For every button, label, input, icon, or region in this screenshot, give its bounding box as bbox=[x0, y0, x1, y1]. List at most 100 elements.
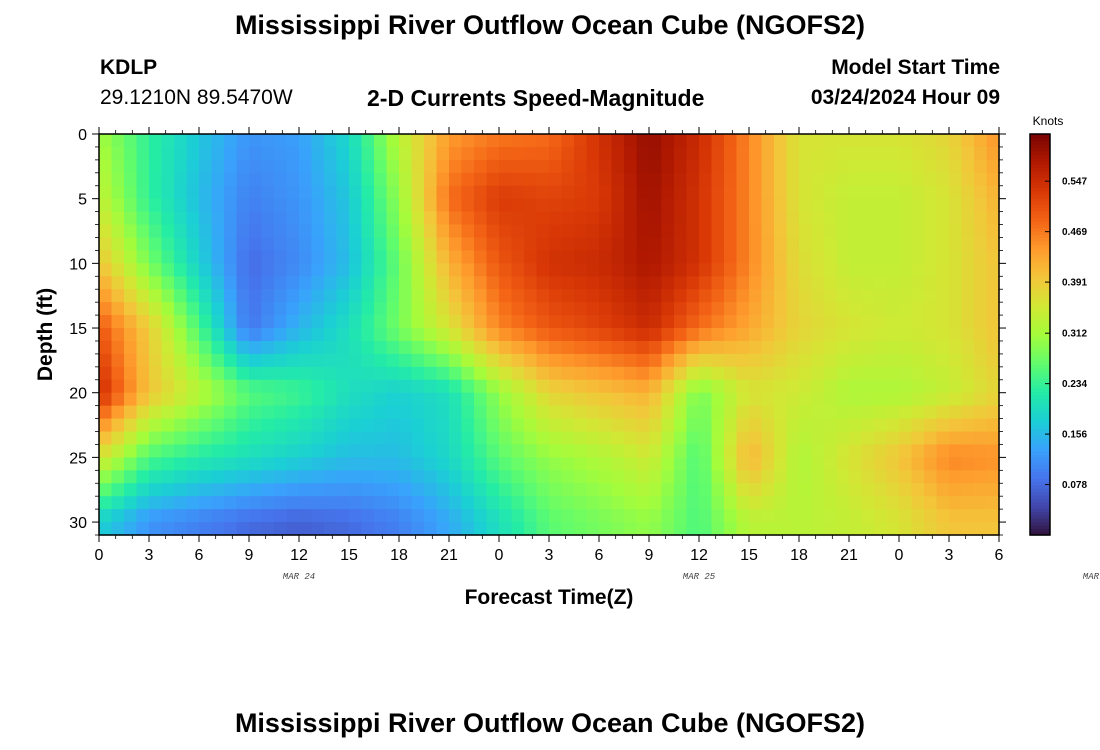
heatmap-cell bbox=[511, 483, 525, 497]
heatmap-cell bbox=[599, 366, 613, 381]
heatmap-cell bbox=[249, 263, 263, 277]
heatmap-cell bbox=[136, 444, 150, 458]
heatmap-cell bbox=[899, 431, 913, 446]
heatmap-cell bbox=[874, 146, 888, 161]
colorbar-segment bbox=[1030, 451, 1050, 456]
heatmap-cell bbox=[861, 431, 875, 446]
heatmap-cell bbox=[199, 211, 213, 226]
heatmap-cell bbox=[824, 366, 838, 381]
heatmap-cell bbox=[574, 392, 588, 407]
heatmap-cell bbox=[561, 366, 575, 381]
heatmap-cell bbox=[786, 159, 800, 174]
heatmap-cell bbox=[561, 405, 575, 420]
heatmap-cell bbox=[836, 302, 850, 316]
heatmap-cell bbox=[686, 483, 700, 497]
heatmap-cell bbox=[361, 444, 375, 458]
heatmap-cell bbox=[874, 185, 888, 200]
heatmap-cell bbox=[211, 353, 225, 368]
heatmap-cell bbox=[436, 185, 450, 200]
heatmap-cell bbox=[474, 457, 488, 471]
heatmap-cell bbox=[499, 315, 513, 329]
heatmap-cell bbox=[436, 470, 450, 484]
heatmap-cell bbox=[636, 198, 650, 213]
heatmap-cell bbox=[386, 185, 400, 200]
heatmap-cell bbox=[261, 431, 275, 446]
heatmap-cell bbox=[249, 302, 263, 316]
heatmap-cell bbox=[949, 224, 963, 239]
heatmap-cell bbox=[586, 134, 600, 148]
heatmap-cell bbox=[499, 159, 513, 174]
heatmap-cell bbox=[686, 263, 700, 277]
heatmap-cell bbox=[411, 159, 425, 174]
heatmap-cell bbox=[199, 198, 213, 213]
heatmap-cell bbox=[824, 444, 838, 458]
heatmap-cell bbox=[149, 276, 163, 290]
heatmap-cell bbox=[436, 405, 450, 420]
heatmap-cell bbox=[211, 418, 225, 433]
heatmap-cell bbox=[286, 198, 300, 213]
heatmap-cell bbox=[986, 353, 1000, 368]
heatmap-cell bbox=[149, 185, 163, 200]
colorbar-segment bbox=[1030, 481, 1050, 486]
heatmap-cell bbox=[874, 431, 888, 446]
heatmap-cell bbox=[111, 185, 125, 200]
heatmap-cell bbox=[849, 496, 863, 510]
heatmap-cell bbox=[549, 263, 563, 277]
heatmap-cell bbox=[561, 431, 575, 446]
heatmap-cell bbox=[161, 379, 175, 394]
heatmap-cell bbox=[899, 340, 913, 355]
heatmap-cell bbox=[986, 470, 1000, 484]
heatmap-cell bbox=[786, 250, 800, 264]
heatmap-cell bbox=[911, 340, 925, 355]
heatmap-cell bbox=[749, 470, 763, 484]
heatmap-cell bbox=[299, 289, 313, 303]
heatmap-cell bbox=[474, 509, 488, 523]
heatmap-cell bbox=[699, 418, 713, 433]
heatmap-cell bbox=[399, 302, 413, 316]
heatmap-cell bbox=[186, 457, 200, 471]
heatmap-cell bbox=[786, 366, 800, 381]
heatmap-cell bbox=[386, 250, 400, 264]
colorbar-segment bbox=[1030, 408, 1050, 412]
heatmap-cell bbox=[574, 134, 588, 148]
heatmap-cell bbox=[586, 496, 600, 510]
heatmap-cell bbox=[536, 431, 550, 446]
heatmap-cell bbox=[799, 444, 813, 458]
heatmap-cell bbox=[249, 405, 263, 420]
heatmap-cell bbox=[574, 457, 588, 471]
colorbar-segment bbox=[1030, 160, 1050, 165]
heatmap-cell bbox=[711, 315, 725, 329]
colorbar-segment bbox=[1030, 531, 1050, 536]
heatmap-cell bbox=[599, 146, 613, 161]
heatmap-cell bbox=[636, 172, 650, 187]
heatmap-cell bbox=[349, 276, 363, 290]
heatmap-cell bbox=[124, 431, 138, 446]
colorbar-segment bbox=[1030, 428, 1050, 433]
heatmap-cell bbox=[811, 159, 825, 174]
heatmap-cell bbox=[149, 431, 163, 446]
heatmap-cell bbox=[486, 431, 500, 446]
heatmap-cell bbox=[424, 185, 438, 200]
heatmap-cell bbox=[211, 134, 225, 148]
heatmap-cell bbox=[986, 159, 1000, 174]
x-tick-label: 0 bbox=[495, 547, 504, 564]
heatmap-cell bbox=[511, 224, 525, 239]
heatmap-cell bbox=[424, 522, 438, 536]
colorbar-segment bbox=[1030, 294, 1050, 299]
heatmap-cell bbox=[136, 470, 150, 484]
heatmap-cell bbox=[224, 418, 238, 433]
heatmap-cell bbox=[924, 353, 938, 368]
heatmap-cell bbox=[774, 185, 788, 200]
heatmap-cell bbox=[424, 405, 438, 420]
heatmap-cell bbox=[586, 392, 600, 407]
heatmap-cell bbox=[124, 237, 138, 252]
colorbar-segment bbox=[1030, 418, 1050, 422]
heatmap-cell bbox=[349, 366, 363, 381]
heatmap-cell bbox=[336, 353, 350, 368]
heatmap-cell bbox=[886, 237, 900, 252]
heatmap-cell bbox=[761, 431, 775, 446]
heatmap-cell bbox=[649, 470, 663, 484]
heatmap-cell bbox=[399, 418, 413, 433]
heatmap-cell bbox=[861, 224, 875, 239]
heatmap-cell bbox=[311, 444, 325, 458]
